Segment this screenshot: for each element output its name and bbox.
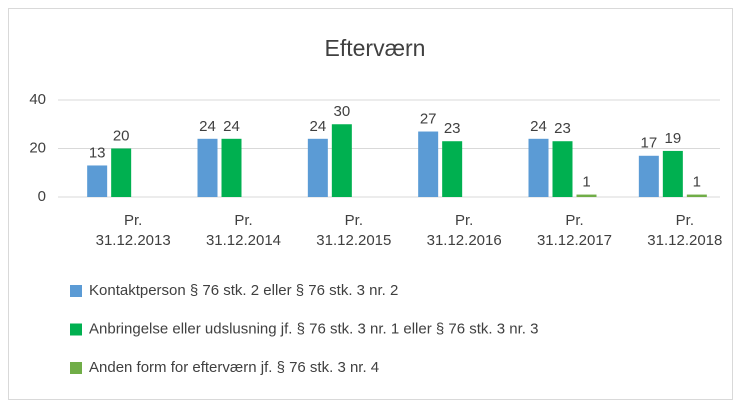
- legend-label: Kontaktperson § 76 stk. 2 eller § 76 stk…: [89, 282, 398, 299]
- bar: [331, 124, 352, 197]
- bar: [418, 131, 439, 197]
- x-tick-label: Pr. 31.12.2017: [536, 212, 613, 249]
- value-label: 24: [223, 118, 240, 135]
- x-tick-label: Pr. 31.12.2018: [647, 212, 723, 249]
- bar: [87, 165, 108, 197]
- x-tick-label: Pr. 31.12.2013: [95, 212, 171, 249]
- value-label: 23: [554, 120, 571, 137]
- bar: [442, 141, 463, 197]
- y-tick-label: 0: [38, 188, 46, 205]
- value-label: 24: [199, 118, 216, 135]
- value-label: 27: [420, 110, 437, 127]
- y-tick-label: 20: [29, 139, 46, 156]
- x-tick-label: Pr. 31.12.2016: [426, 212, 502, 249]
- legend-swatch: [70, 323, 82, 336]
- legend-swatch: [70, 362, 82, 374]
- x-tick-label: Pr. 31.12.2014: [205, 212, 282, 249]
- value-label: 30: [333, 103, 350, 120]
- x-tick-label: Pr. 31.12.2015: [316, 212, 392, 249]
- value-label: 17: [640, 135, 657, 152]
- y-tick-label: 40: [29, 91, 46, 108]
- bar: [638, 155, 659, 197]
- bar: [111, 148, 132, 197]
- bar: [662, 150, 683, 197]
- legend-swatch: [70, 285, 82, 297]
- bar: [221, 138, 242, 197]
- value-label: 24: [530, 118, 547, 135]
- chart-border: [8, 8, 733, 400]
- bar: [528, 138, 549, 197]
- bar: [552, 141, 573, 197]
- value-label: 20: [113, 127, 130, 144]
- value-label: 1: [582, 174, 590, 191]
- value-label: 23: [444, 120, 461, 137]
- chart-title: Efterværn: [325, 35, 426, 61]
- bar: [197, 138, 218, 197]
- legend-label: Anden form for efterværn jf. § 76 stk. 3…: [89, 359, 379, 376]
- bar: [576, 194, 597, 197]
- legend-label: Anbringelse eller udslusning jf. § 76 st…: [89, 320, 538, 337]
- bar: [307, 138, 328, 197]
- value-label: 19: [664, 130, 681, 147]
- value-label: 24: [309, 118, 326, 135]
- value-label: 13: [89, 144, 106, 161]
- bar: [686, 194, 707, 197]
- value-label: 1: [693, 174, 701, 191]
